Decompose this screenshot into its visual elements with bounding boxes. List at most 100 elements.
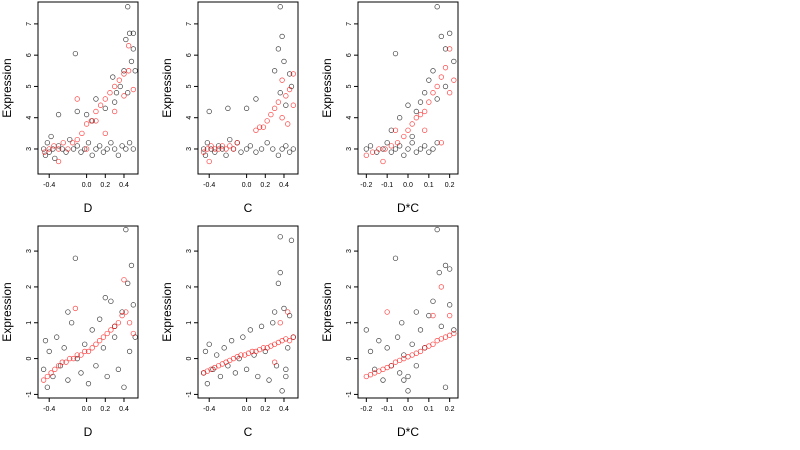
data-point [65,309,71,315]
data-point [388,127,394,133]
data-point [210,366,216,372]
data-point [451,327,457,333]
data-point [286,338,293,344]
data-point [46,146,52,152]
data-point [74,108,80,115]
series-1 [363,226,457,394]
data-point [266,377,272,383]
data-point [290,334,296,340]
data-point [279,388,285,394]
panel-1: -0.4 0.0 0.2 0.4 3 4 5 6 7 D Expression [0,1,139,215]
data-point [438,323,444,329]
y-tick-label: 5 [186,84,193,88]
x-tick-label: 0.4 [119,182,129,189]
data-point [215,146,222,152]
data-point [405,146,411,152]
data-point [55,363,62,369]
data-point [442,83,449,90]
y-tick-label: 6 [346,53,353,57]
x-tick-label: 0.0 [403,406,413,413]
x-tick-label: 0.4 [279,182,289,189]
data-point [447,266,453,272]
series-2 [363,46,457,165]
plot-frame [197,1,299,175]
data-point [397,115,403,121]
data-point [97,338,103,344]
data-point [85,348,92,355]
data-point [223,152,229,158]
data-point [119,312,125,319]
data-point [123,309,129,315]
data-point [260,124,267,130]
data-point [369,149,376,155]
series-2 [200,309,296,376]
data-point [447,302,453,308]
data-point [215,143,222,149]
data-point [363,152,369,158]
data-point [100,334,107,340]
data-point [82,341,88,347]
x-tick-label: 0.1 [424,406,434,413]
series-1 [40,226,138,390]
data-point [44,384,50,390]
data-point [208,143,214,149]
panel-4: -0.4 0.0 0.2 0.4 -1 0 1 2 3 D Expression [0,225,139,439]
x-tick-label: -0.4 [203,406,215,413]
data-point [70,146,77,152]
x-tick-label: 0.0 [242,406,252,413]
data-point [426,99,432,105]
data-point [208,146,214,152]
data-point [74,355,80,362]
data-point [102,105,108,111]
data-point [55,111,62,118]
data-point [260,345,267,351]
data-point [422,143,428,149]
x-axis-label: C [244,201,253,215]
data-point [107,90,113,96]
data-point [93,146,99,152]
data-point [409,341,415,347]
y-tick-label: 7 [346,22,353,26]
data-point [288,237,295,243]
data-point [214,352,220,358]
data-point [380,146,386,152]
data-point [417,111,424,118]
data-point [113,90,120,96]
data-point [392,255,399,261]
data-point [125,280,131,286]
data-point [380,377,386,383]
data-point [65,146,71,152]
data-point [130,330,136,337]
data-point [126,348,133,355]
data-point [126,30,133,36]
data-point [286,86,293,93]
data-point [104,146,110,152]
data-point [119,309,125,315]
data-point [277,234,283,240]
data-point [72,255,79,261]
y-axis-label: Expression [0,58,14,117]
data-point [78,370,84,376]
data-point [126,140,133,146]
data-point [405,102,411,108]
data-point [130,146,136,152]
plot-frame [357,1,459,175]
data-point [264,140,270,146]
data-point [119,143,125,149]
data-point [126,320,133,326]
data-point [97,316,103,322]
data-point [286,71,293,77]
data-point [108,140,114,146]
y-tick-label: 1 [186,321,193,325]
data-point [55,146,62,152]
data-point [83,121,90,127]
data-point [100,345,107,351]
data-point [228,338,235,344]
data-point [40,146,47,152]
data-point [74,143,80,149]
data-point [79,130,85,137]
x-tick-label: 0.2 [445,406,455,413]
data-point [275,99,282,105]
data-point [417,99,424,105]
data-point [116,77,122,83]
